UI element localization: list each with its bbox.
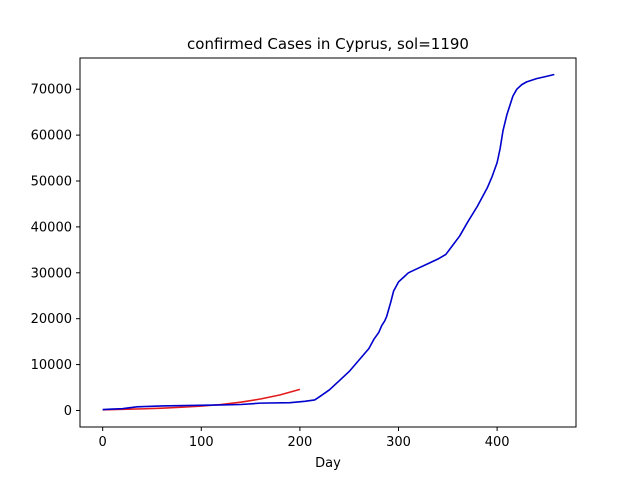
y-tick-label: 50000	[31, 175, 72, 190]
y-tick-label: 70000	[31, 83, 72, 98]
y-tick-label: 20000	[31, 312, 72, 327]
y-tick-label: 60000	[31, 129, 72, 144]
x-ticks: 0 100 200 300 400	[99, 427, 510, 450]
y-tick-label: 10000	[31, 358, 72, 373]
x-tick-label: 100	[189, 435, 214, 450]
y-tick-label: 0	[64, 404, 72, 419]
axes-frame	[79, 57, 577, 428]
y-tick-label: 30000	[31, 266, 72, 281]
series-line-2	[102, 73, 555, 411]
x-tick-label: 400	[485, 435, 510, 450]
series-layer	[102, 73, 555, 411]
x-tick-label: 300	[386, 435, 411, 450]
x-tick-label: 200	[287, 435, 312, 450]
x-tick-label: 0	[99, 435, 107, 450]
series-line-1	[102, 388, 301, 411]
y-tick-label: 40000	[31, 220, 72, 235]
plot-area: 0 100 200 300 400 0 10000 20000 30000 40000 50000…	[31, 57, 577, 450]
x-axis-label: Day	[315, 456, 341, 471]
y-ticks: 0 10000 20000 30000 40000 50000 60000 70000	[31, 83, 80, 419]
chart-title: confirmed Cases in Cyprus, sol=1190	[187, 35, 469, 53]
